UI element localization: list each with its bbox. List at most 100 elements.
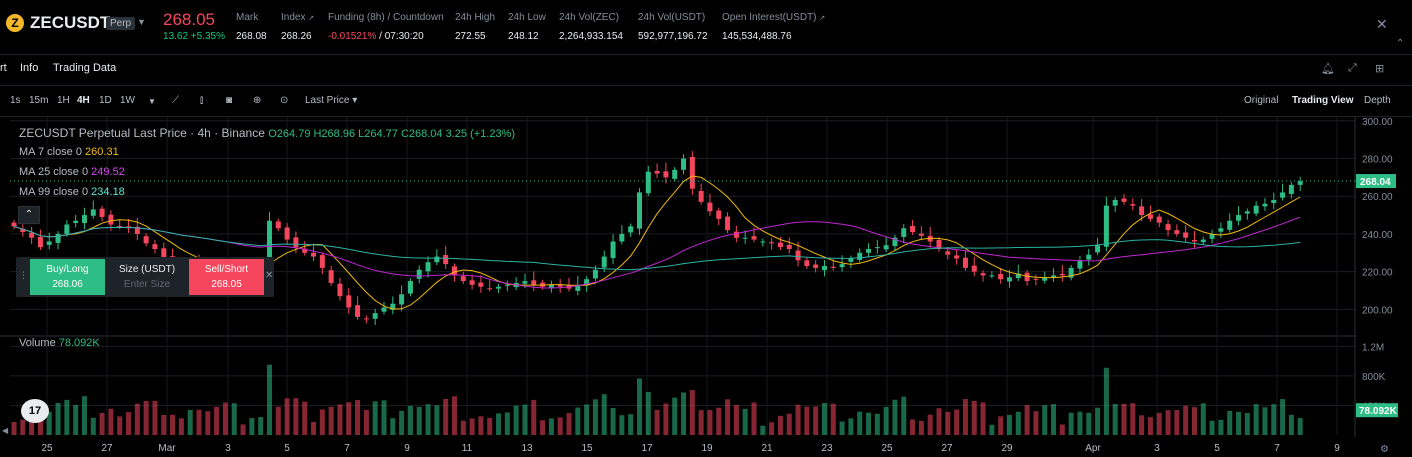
settings-icon[interactable]: ⊙ bbox=[280, 95, 289, 106]
bell-icon[interactable]: 🔔︎ bbox=[1321, 63, 1335, 75]
candle-body bbox=[1288, 184, 1294, 194]
volume-bar bbox=[1051, 404, 1057, 435]
price-type-select[interactable]: Last Price ▾ bbox=[305, 95, 358, 106]
candle-body bbox=[469, 280, 475, 285]
candle-body bbox=[407, 281, 413, 294]
time-tick-label: 23 bbox=[821, 443, 833, 454]
candle-body bbox=[725, 216, 731, 231]
symbol-dropdown-icon[interactable]: ▼ bbox=[137, 17, 146, 27]
volume-bar bbox=[592, 399, 598, 435]
camera-icon[interactable]: ◙ bbox=[226, 95, 233, 106]
volume-bar bbox=[346, 402, 352, 435]
interval-1s[interactable]: 1s bbox=[10, 95, 21, 106]
settings-gear-icon[interactable]: ⚙ bbox=[1380, 444, 1389, 455]
volume-bar bbox=[980, 402, 986, 435]
ma7-value: 260.31 bbox=[85, 146, 119, 158]
interval-1h[interactable]: 1H bbox=[57, 95, 70, 106]
volume-bar bbox=[654, 409, 660, 435]
candle-body bbox=[64, 224, 70, 234]
candle-body bbox=[143, 236, 149, 244]
volume-bar bbox=[416, 406, 422, 435]
candle-body bbox=[548, 284, 554, 289]
scroll-left-icon[interactable]: ◀ bbox=[2, 426, 9, 435]
volume-bar bbox=[1112, 403, 1118, 435]
volume-bar bbox=[1253, 404, 1259, 435]
candle-body bbox=[989, 275, 995, 277]
volume-bar bbox=[1280, 399, 1286, 435]
chart-toolbar: 1s 15m 1H 4H 1D 1W ▼ ⟋ ⫾ ◙ ⊕ ⊙ Last Pric… bbox=[0, 94, 1412, 110]
price-chart[interactable]: 300.00 280.00 260.00 240.00 220.00 200.00 1.2M… bbox=[0, 117, 1412, 457]
volume-bar bbox=[645, 391, 651, 435]
stat-24h-high: 24h High 272.55 bbox=[455, 12, 495, 42]
time-axis: 25 27 Mar 3 5 7 9 11 13 15 17 19 21 23 25 27 29 Apr 3 5 7 9 bbox=[41, 443, 1340, 454]
view-trading-view[interactable]: Trading View bbox=[1292, 95, 1354, 106]
volume-bar bbox=[126, 412, 132, 435]
volume-value: 78.092K bbox=[58, 337, 100, 349]
interval-1w[interactable]: 1W bbox=[120, 95, 135, 106]
candle-body bbox=[1165, 224, 1171, 231]
interval-4h[interactable]: 4H bbox=[77, 95, 90, 106]
volume-bar bbox=[1033, 411, 1039, 435]
candle-body bbox=[355, 305, 361, 317]
close-icon[interactable]: ✕ bbox=[1376, 16, 1388, 32]
time-tick-label: Apr bbox=[1085, 443, 1101, 454]
time-tick-label: 13 bbox=[521, 443, 533, 454]
ma99-value: 234.18 bbox=[91, 186, 125, 198]
view-depth[interactable]: Depth bbox=[1364, 95, 1391, 106]
volume-bar bbox=[866, 412, 872, 435]
close-order-panel-icon[interactable]: ✕ bbox=[265, 270, 274, 281]
volume-bar bbox=[1147, 417, 1153, 435]
volume-bar bbox=[469, 418, 475, 435]
volume-bar bbox=[355, 400, 361, 435]
size-input[interactable]: Size (USDT) Enter Size bbox=[105, 259, 189, 295]
collapse-legend-button[interactable]: ⌃ bbox=[18, 206, 40, 224]
volume-bar bbox=[927, 414, 933, 435]
candle-body bbox=[496, 286, 502, 289]
time-tick-label: 3 bbox=[225, 443, 231, 454]
interval-15m[interactable]: 15m bbox=[29, 95, 49, 106]
candle-body bbox=[866, 249, 872, 253]
candle-body bbox=[954, 255, 960, 259]
volume-bar bbox=[134, 403, 140, 435]
drag-handle-icon[interactable]: ⋮ bbox=[19, 270, 28, 280]
stat-label: 24h High bbox=[455, 12, 496, 23]
candle-body bbox=[381, 307, 387, 312]
volume-bar bbox=[760, 425, 766, 435]
view-original[interactable]: Original bbox=[1244, 95, 1279, 106]
volume-bar bbox=[425, 404, 431, 435]
volume-bar bbox=[1271, 404, 1277, 435]
volume-bar bbox=[205, 411, 211, 435]
add-icon[interactable]: ⊕ bbox=[253, 95, 262, 106]
tab-trading-data[interactable]: Trading Data bbox=[53, 62, 117, 74]
volume-bar bbox=[231, 403, 237, 435]
volume-label: Volume bbox=[19, 337, 56, 349]
candle-body bbox=[90, 209, 96, 216]
volume-bar bbox=[11, 422, 17, 435]
buy-long-button[interactable]: Buy/Long 268.06 bbox=[30, 259, 105, 295]
candle-body bbox=[619, 233, 625, 242]
volume-bar bbox=[1130, 403, 1136, 435]
sell-short-button[interactable]: Sell/Short 268.05 bbox=[189, 259, 264, 295]
candle-body bbox=[504, 284, 510, 286]
stat-value: 592,977,196.72 bbox=[638, 31, 708, 42]
indicator-icon[interactable]: ⟋ bbox=[172, 95, 179, 106]
interval-1d[interactable]: 1D bbox=[99, 95, 112, 106]
stat-open-interest[interactable]: Open Interest(USDT) ↗ 145,534,488.76 bbox=[722, 12, 825, 42]
tab-info[interactable]: Info bbox=[20, 62, 39, 74]
legend-title: ZECUSDT Perpetual Last Price · 4h · Bina… bbox=[19, 126, 265, 140]
volume-bar bbox=[434, 405, 440, 435]
expand-icon[interactable]: ⤢ bbox=[1348, 62, 1357, 74]
candle-body bbox=[672, 169, 678, 179]
candle-type-icon[interactable]: ⫾ bbox=[200, 95, 204, 106]
volume-bars bbox=[11, 364, 1303, 435]
legend-ma7: MA 7 close 0 260.31 bbox=[19, 146, 119, 158]
grid-layout-icon[interactable]: ⊞ bbox=[1375, 63, 1385, 75]
tab-chart[interactable]: rt bbox=[0, 62, 7, 74]
symbol-name[interactable]: ZECUSDT bbox=[30, 13, 111, 32]
candle-body bbox=[628, 226, 634, 233]
volume-bar bbox=[20, 419, 26, 435]
stat-index[interactable]: Index ↗ 268.26 bbox=[281, 12, 314, 42]
interval-more-icon[interactable]: ▼ bbox=[148, 97, 156, 106]
volume-bar bbox=[407, 405, 413, 435]
chevron-up-icon[interactable]: ⌃ bbox=[1396, 38, 1405, 49]
